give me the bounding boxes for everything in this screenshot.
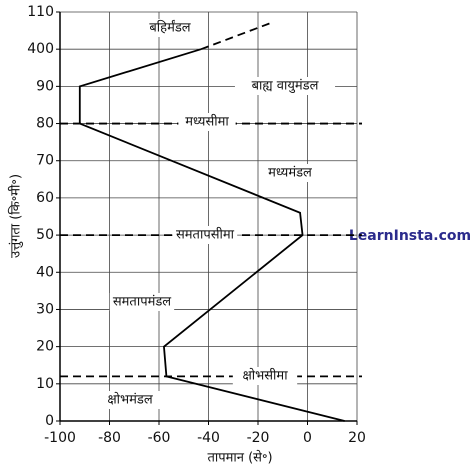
y-tick-label: 90 — [36, 78, 54, 94]
y-tick-label: 40 — [36, 264, 54, 280]
annotation: समतापसीमा — [176, 227, 235, 243]
annotation: मध्यसीमा — [185, 114, 229, 130]
annotation: समतापमंडल — [113, 295, 171, 310]
annotation-bg — [137, 19, 203, 37]
x-tick-label: -40 — [197, 430, 220, 446]
annotation-bg — [261, 164, 319, 182]
annotation-bg — [232, 367, 298, 385]
y-tick-label: 20 — [36, 339, 54, 355]
y-tick-label: 60 — [36, 190, 54, 206]
y-tick-label: 0 — [45, 413, 54, 429]
x-tick-label: -80 — [98, 430, 121, 446]
annotation: बाह्य वायुमंडल — [252, 79, 319, 94]
temperature-line — [200, 22, 271, 51]
annotation-bg — [97, 391, 163, 409]
x-tick-label: -60 — [148, 430, 171, 446]
y-tick-label: 400 — [27, 41, 54, 57]
y-tick-label: 50 — [36, 227, 54, 243]
annotation-bg — [234, 77, 336, 95]
annotation-bg — [178, 113, 236, 131]
x-tick-label: 20 — [348, 430, 366, 446]
x-tick-label: -20 — [247, 430, 270, 446]
y-tick-label: 110 — [27, 4, 54, 20]
annotation: क्षोभसीमा — [242, 368, 288, 384]
y-tick-label: 70 — [36, 153, 54, 169]
watermark: LearnInsta.com — [349, 228, 471, 244]
annotation-bg — [172, 226, 238, 244]
x-axis-label: तापमान (से॰) — [207, 450, 272, 466]
annotation: मध्यमंडल — [268, 166, 312, 181]
annotation: बहिर्मंडल — [149, 20, 190, 36]
annotation: क्षोभमंडल — [107, 392, 153, 408]
y-axis-label: उत्तुंगता (कि॰मी॰) — [8, 174, 24, 258]
annotation-bg — [109, 293, 175, 311]
y-tick-label: 10 — [36, 376, 54, 392]
x-tick-label: 0 — [303, 430, 312, 446]
y-tick-label: 30 — [36, 301, 54, 317]
temperature-line — [78, 48, 345, 422]
x-tick-label: -100 — [44, 430, 76, 446]
y-tick-label: 80 — [36, 116, 54, 132]
